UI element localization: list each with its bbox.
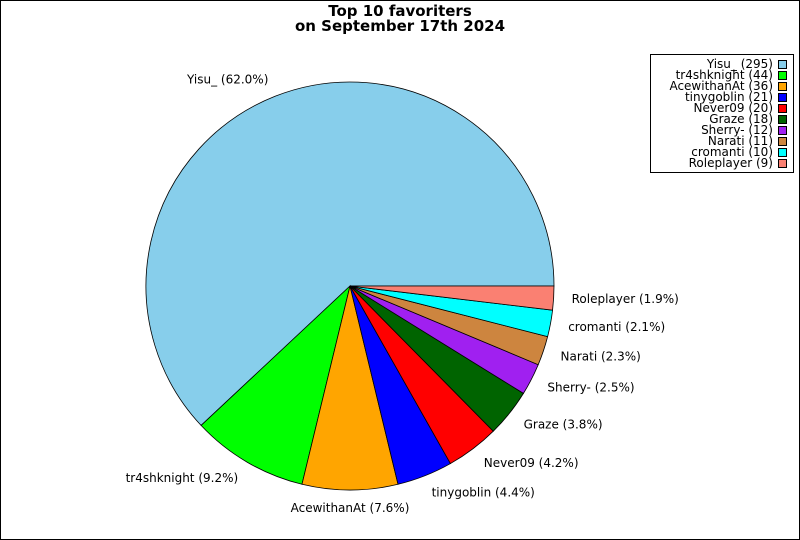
legend-label: tr4shknight (44) — [675, 68, 773, 82]
slice-label-tinygoblin: tinygoblin (4.4%) — [432, 486, 535, 500]
chart-title-line-2: on September 17th 2024 — [294, 17, 506, 35]
legend-swatch — [778, 159, 787, 168]
legend-item-Roleplayer: Roleplayer (9) — [688, 156, 787, 170]
legend-label: Graze (18) — [709, 112, 773, 126]
legend-item-Yisu_: Yisu_ (295) — [706, 57, 787, 71]
legend-swatch — [778, 82, 787, 91]
legend-label: Sherry- (12) — [701, 123, 773, 137]
pie-slice-tr4shknight — [200, 284, 351, 485]
slice-label-tr4shknight: tr4shknight (9.2%) — [126, 471, 239, 485]
legend-item-tr4shknight: tr4shknight (44) — [675, 68, 787, 82]
legend-label: Never09 (20) — [693, 101, 774, 115]
legend-item-tinygoblin: tinygoblin (21) — [684, 90, 787, 104]
legend-swatch — [778, 148, 787, 157]
legend-item-AcewithanAt: AcewithanAt (36) — [669, 79, 787, 93]
legend-item-Never09: Never09 (20) — [693, 101, 787, 115]
legend-swatch — [778, 115, 787, 124]
slice-label-Narati: Narati (2.3%) — [561, 350, 641, 364]
pie-slice-AcewithanAt — [301, 285, 399, 491]
legend-item-Sherry-: Sherry- (12) — [701, 123, 787, 137]
legend-swatch — [778, 137, 787, 146]
chart-title-line-1: Top 10 favoriters — [328, 2, 472, 20]
pie-slice-Roleplayer — [349, 285, 555, 311]
slice-label-Sherry-: Sherry- (2.5%) — [547, 381, 634, 395]
legend-label: Yisu_ (295) — [706, 57, 773, 71]
legend-item-Narati: Narati (11) — [707, 134, 787, 148]
legend-item-cromanti: cromanti (10) — [691, 145, 787, 159]
slice-label-Roleplayer: Roleplayer (1.9%) — [572, 292, 679, 306]
legend-swatch — [778, 60, 787, 69]
slice-label-Never09: Never09 (4.2%) — [484, 456, 579, 470]
legend-swatch — [778, 104, 787, 113]
legend: Yisu_ (295) tr4shknight (44) AcewithanAt (… — [650, 54, 794, 173]
legend-label: Narati (11) — [707, 134, 773, 148]
legend-swatch — [778, 126, 787, 135]
legend-label: Roleplayer (9) — [688, 156, 773, 170]
slice-label-AcewithanAt: AcewithanAt (7.6%) — [291, 501, 410, 515]
legend-label: cromanti (10) — [691, 145, 773, 159]
legend-label: tinygoblin (21) — [684, 90, 773, 104]
legend-swatch — [778, 93, 787, 102]
slice-label-Yisu_: Yisu_ (62.0%) — [186, 73, 268, 87]
slice-label-cromanti: cromanti (2.1%) — [568, 320, 665, 334]
legend-label: AcewithanAt (36) — [669, 79, 773, 93]
slice-label-Graze: Graze (3.8%) — [524, 417, 603, 431]
legend-item-Graze: Graze (18) — [709, 112, 787, 126]
pie-slice-Yisu_ — [145, 81, 555, 426]
legend-swatch — [778, 71, 787, 80]
